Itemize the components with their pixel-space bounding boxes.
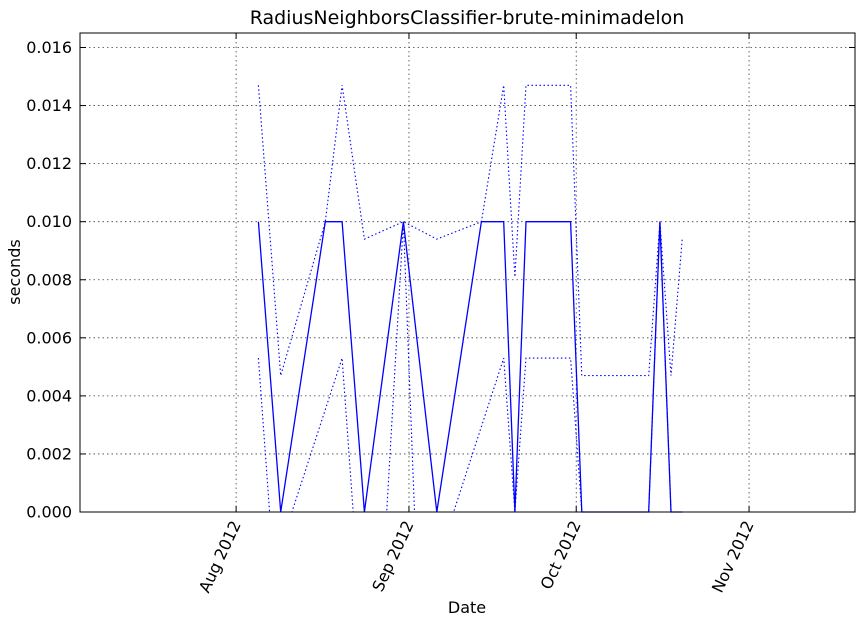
plot-frame bbox=[79, 32, 856, 513]
y-tick-label: 0.008 bbox=[26, 270, 72, 289]
y-tick-label: 0.014 bbox=[26, 96, 72, 115]
x-axis-label: Date bbox=[448, 598, 486, 617]
y-axis-label: seconds bbox=[5, 239, 24, 304]
y-tick-label: 0.010 bbox=[26, 212, 72, 231]
y-tick-label: 0.002 bbox=[26, 444, 72, 463]
y-tick-label: 0.000 bbox=[26, 503, 72, 522]
y-tick-label: 0.004 bbox=[26, 386, 72, 405]
y-tick-label: 0.006 bbox=[26, 328, 72, 347]
y-tick-label: 0.012 bbox=[26, 154, 72, 173]
series-layer bbox=[257, 84, 683, 513]
y-tick-label: 0.016 bbox=[26, 38, 72, 57]
chart-title: RadiusNeighborsClassifier-brute-minimade… bbox=[250, 7, 685, 29]
series-line-1 bbox=[257, 221, 683, 513]
